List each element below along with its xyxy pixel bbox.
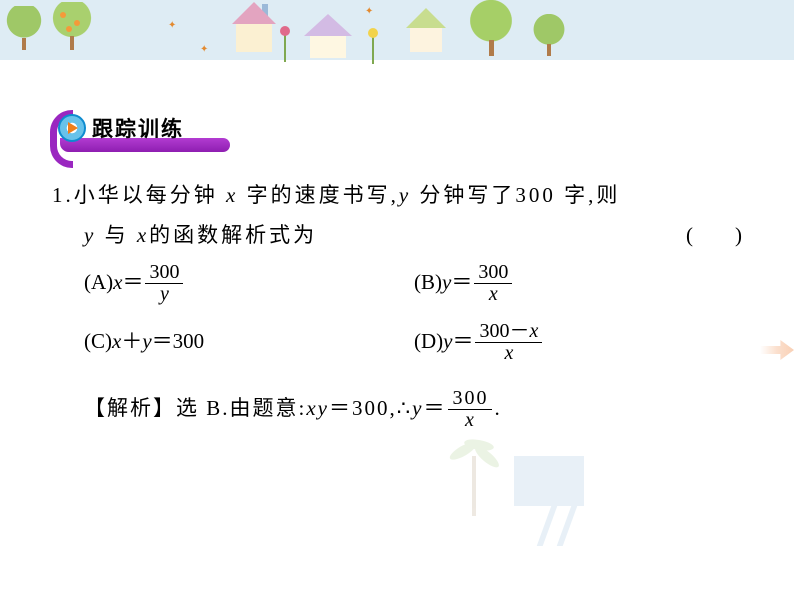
question-line-1: 1.小华以每分钟 x 字的速度书写,y 分钟写了300 字,则 [52,176,752,216]
flower-icon [280,26,290,36]
question-number: 1. [52,183,74,207]
palm-icon [454,426,494,516]
watermark-deco [454,426,674,566]
option-d: (D) y ＝ 300－x x [414,321,752,364]
flower-icon [372,36,374,64]
tree-icon [52,2,92,42]
banner-bg [0,0,794,60]
star-icon: ✦ [365,6,373,17]
flower-icon [284,34,286,62]
tree-icon [532,14,566,48]
solution-line: 【解析】 选 B. 由题意: xy ＝ 300 , ∴ y ＝ 300 x . [52,388,752,431]
easel-icon [514,456,584,506]
badge-circle-icon [58,114,86,142]
answer-blank: ( ) [686,216,752,256]
flower-icon [368,28,378,38]
solution-prefix: 【解析】 [84,389,176,429]
fraction: 300 x [448,388,492,431]
option-b: (B) y ＝ 300 x [414,262,752,305]
option-c: (C) x＋y＝300 [84,321,414,364]
solution-pick: 选 B. [176,389,230,429]
fraction: 300－x x [475,321,542,364]
star-icon: ✦ [168,20,176,31]
tree-icon [468,0,514,46]
tree-icon [6,6,42,42]
next-arrow-icon[interactable] [760,340,794,360]
star-icon: ✦ [200,44,208,55]
decorative-banner: ✦ ✦ ✦ [0,0,794,80]
fraction: 300 x [474,262,512,305]
fraction: 300 y [145,262,183,305]
question-line-2: y 与 x的函数解析式为 ( ) [52,216,752,256]
question-block: 1.小华以每分钟 x 字的速度书写,y 分钟写了300 字,则 y 与 x的函数… [52,176,752,431]
arrow-right-icon [68,122,78,134]
section-title: 跟踪训练 [92,113,184,143]
option-a: (A) x ＝ 300 y [84,262,414,305]
options-grid: (A) x ＝ 300 y (B) y ＝ 300 x (C) x＋y＝300 … [52,262,752,364]
